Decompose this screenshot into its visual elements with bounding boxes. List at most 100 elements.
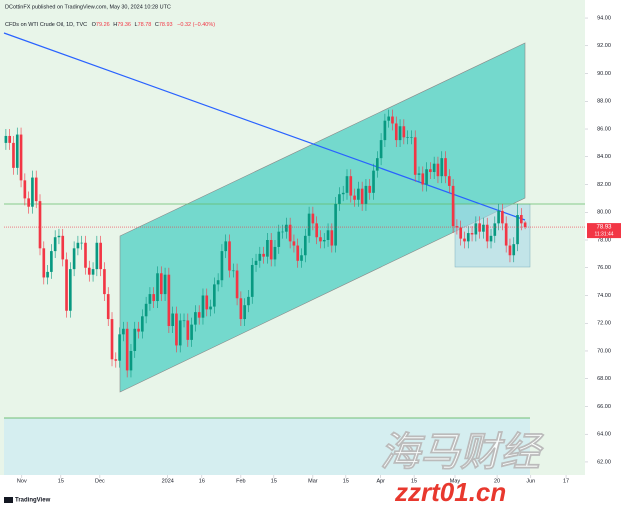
high-value: 79.36 xyxy=(117,22,131,28)
candle-body xyxy=(209,306,212,310)
candle-body xyxy=(520,215,523,224)
candle-body xyxy=(273,246,277,260)
candle-body xyxy=(103,269,106,295)
candle-body xyxy=(57,235,61,238)
candle-body xyxy=(394,123,398,141)
candle-body xyxy=(417,173,421,175)
candle-body xyxy=(322,239,326,242)
x-tick-label: 20 xyxy=(494,478,500,484)
candle-body xyxy=(106,294,110,320)
candle-body xyxy=(19,134,23,181)
x-tick-label: 17 xyxy=(563,478,569,484)
candle-body xyxy=(300,255,303,261)
candle-body xyxy=(194,312,197,325)
candle-body xyxy=(485,224,489,242)
candle-body xyxy=(269,239,273,260)
y-tick-label: 70.00 xyxy=(597,348,611,354)
candle-body xyxy=(341,192,345,195)
x-axis: Nov 15 Dec 2024 16 Feb 15 Mar 15 Apr 15 May 20 Jun 17 xyxy=(17,475,569,484)
x-tick-label: 15 xyxy=(411,478,417,484)
change: −0.32 (−0.40%) xyxy=(177,22,215,28)
ohlc-letter: O xyxy=(92,22,97,28)
candle-body xyxy=(80,242,84,244)
candle-body xyxy=(182,320,186,322)
candle-body xyxy=(413,137,417,175)
candle-body xyxy=(307,213,311,236)
candle-body xyxy=(159,273,163,295)
candle-body xyxy=(288,224,292,242)
candle-body xyxy=(53,237,57,252)
candle-body xyxy=(122,328,125,335)
y-tick-label: 76.00 xyxy=(597,265,611,271)
candle-body xyxy=(493,223,497,236)
candle-body xyxy=(315,223,318,238)
price-axis xyxy=(585,0,623,512)
logo-icon xyxy=(4,497,13,503)
candle-body xyxy=(497,210,500,224)
price-tag-value: 78.93 xyxy=(596,225,612,231)
x-tick-label: Jun xyxy=(526,478,535,484)
close-value: 78.93 xyxy=(159,22,173,28)
x-tick-label: 15 xyxy=(343,478,349,484)
candle-body xyxy=(478,223,481,232)
candle-body xyxy=(402,126,406,138)
candle-body xyxy=(319,237,322,242)
candle-body xyxy=(501,210,504,224)
candle-body xyxy=(220,251,224,281)
y-tick-label: 86.00 xyxy=(597,126,611,132)
y-tick-label: 90.00 xyxy=(597,71,611,77)
candle-body xyxy=(375,158,379,171)
candle-body xyxy=(349,176,353,196)
logo: TradingView xyxy=(15,498,51,504)
candle-body xyxy=(398,126,402,141)
candle-body xyxy=(42,248,46,278)
candle-body xyxy=(391,116,394,124)
candle-body xyxy=(364,185,368,204)
candle-body xyxy=(239,298,243,320)
candle-body xyxy=(387,116,391,121)
candle-body xyxy=(144,303,148,317)
candle-body xyxy=(436,163,440,177)
y-tick-label: 68.00 xyxy=(597,376,611,382)
x-tick-label: Mar xyxy=(308,478,318,484)
candle-body xyxy=(330,230,334,246)
candle-body xyxy=(489,235,493,242)
candle-body xyxy=(338,194,341,204)
candle-body xyxy=(463,238,466,242)
candle-body xyxy=(27,198,30,207)
x-tick-label: Dec xyxy=(95,478,105,484)
x-tick-label: 16 xyxy=(199,478,205,484)
candle-body xyxy=(125,328,129,371)
candle-body xyxy=(512,244,516,256)
candle-body xyxy=(197,312,201,318)
candle-body xyxy=(311,213,315,224)
candle-body xyxy=(50,251,53,272)
candle-body xyxy=(447,176,451,186)
candle-body xyxy=(459,227,463,239)
candle-body xyxy=(303,235,307,256)
y-tick-label: 64.00 xyxy=(597,432,611,438)
candle-body xyxy=(61,235,65,260)
candle-body xyxy=(175,313,178,346)
candle-body xyxy=(4,135,8,143)
y-tick-label: 88.00 xyxy=(597,99,611,105)
y-tick-label: 66.00 xyxy=(597,404,611,410)
candle-body xyxy=(186,320,190,340)
candle-body xyxy=(68,269,72,311)
candle-body xyxy=(281,231,284,233)
candle-body xyxy=(262,253,265,257)
candle-body xyxy=(406,137,409,138)
ohlc-letter: C xyxy=(155,22,159,28)
candle-body xyxy=(345,176,349,193)
candle-body xyxy=(216,280,220,285)
candle-body xyxy=(201,295,205,318)
x-tick-label: Feb xyxy=(236,478,245,484)
candle-body xyxy=(429,169,432,173)
candle-body xyxy=(190,324,193,340)
candle-body xyxy=(129,350,133,371)
candle-body xyxy=(167,274,171,327)
candle-body xyxy=(118,334,121,361)
trend-line xyxy=(3,32,526,221)
time-axis xyxy=(0,475,585,512)
